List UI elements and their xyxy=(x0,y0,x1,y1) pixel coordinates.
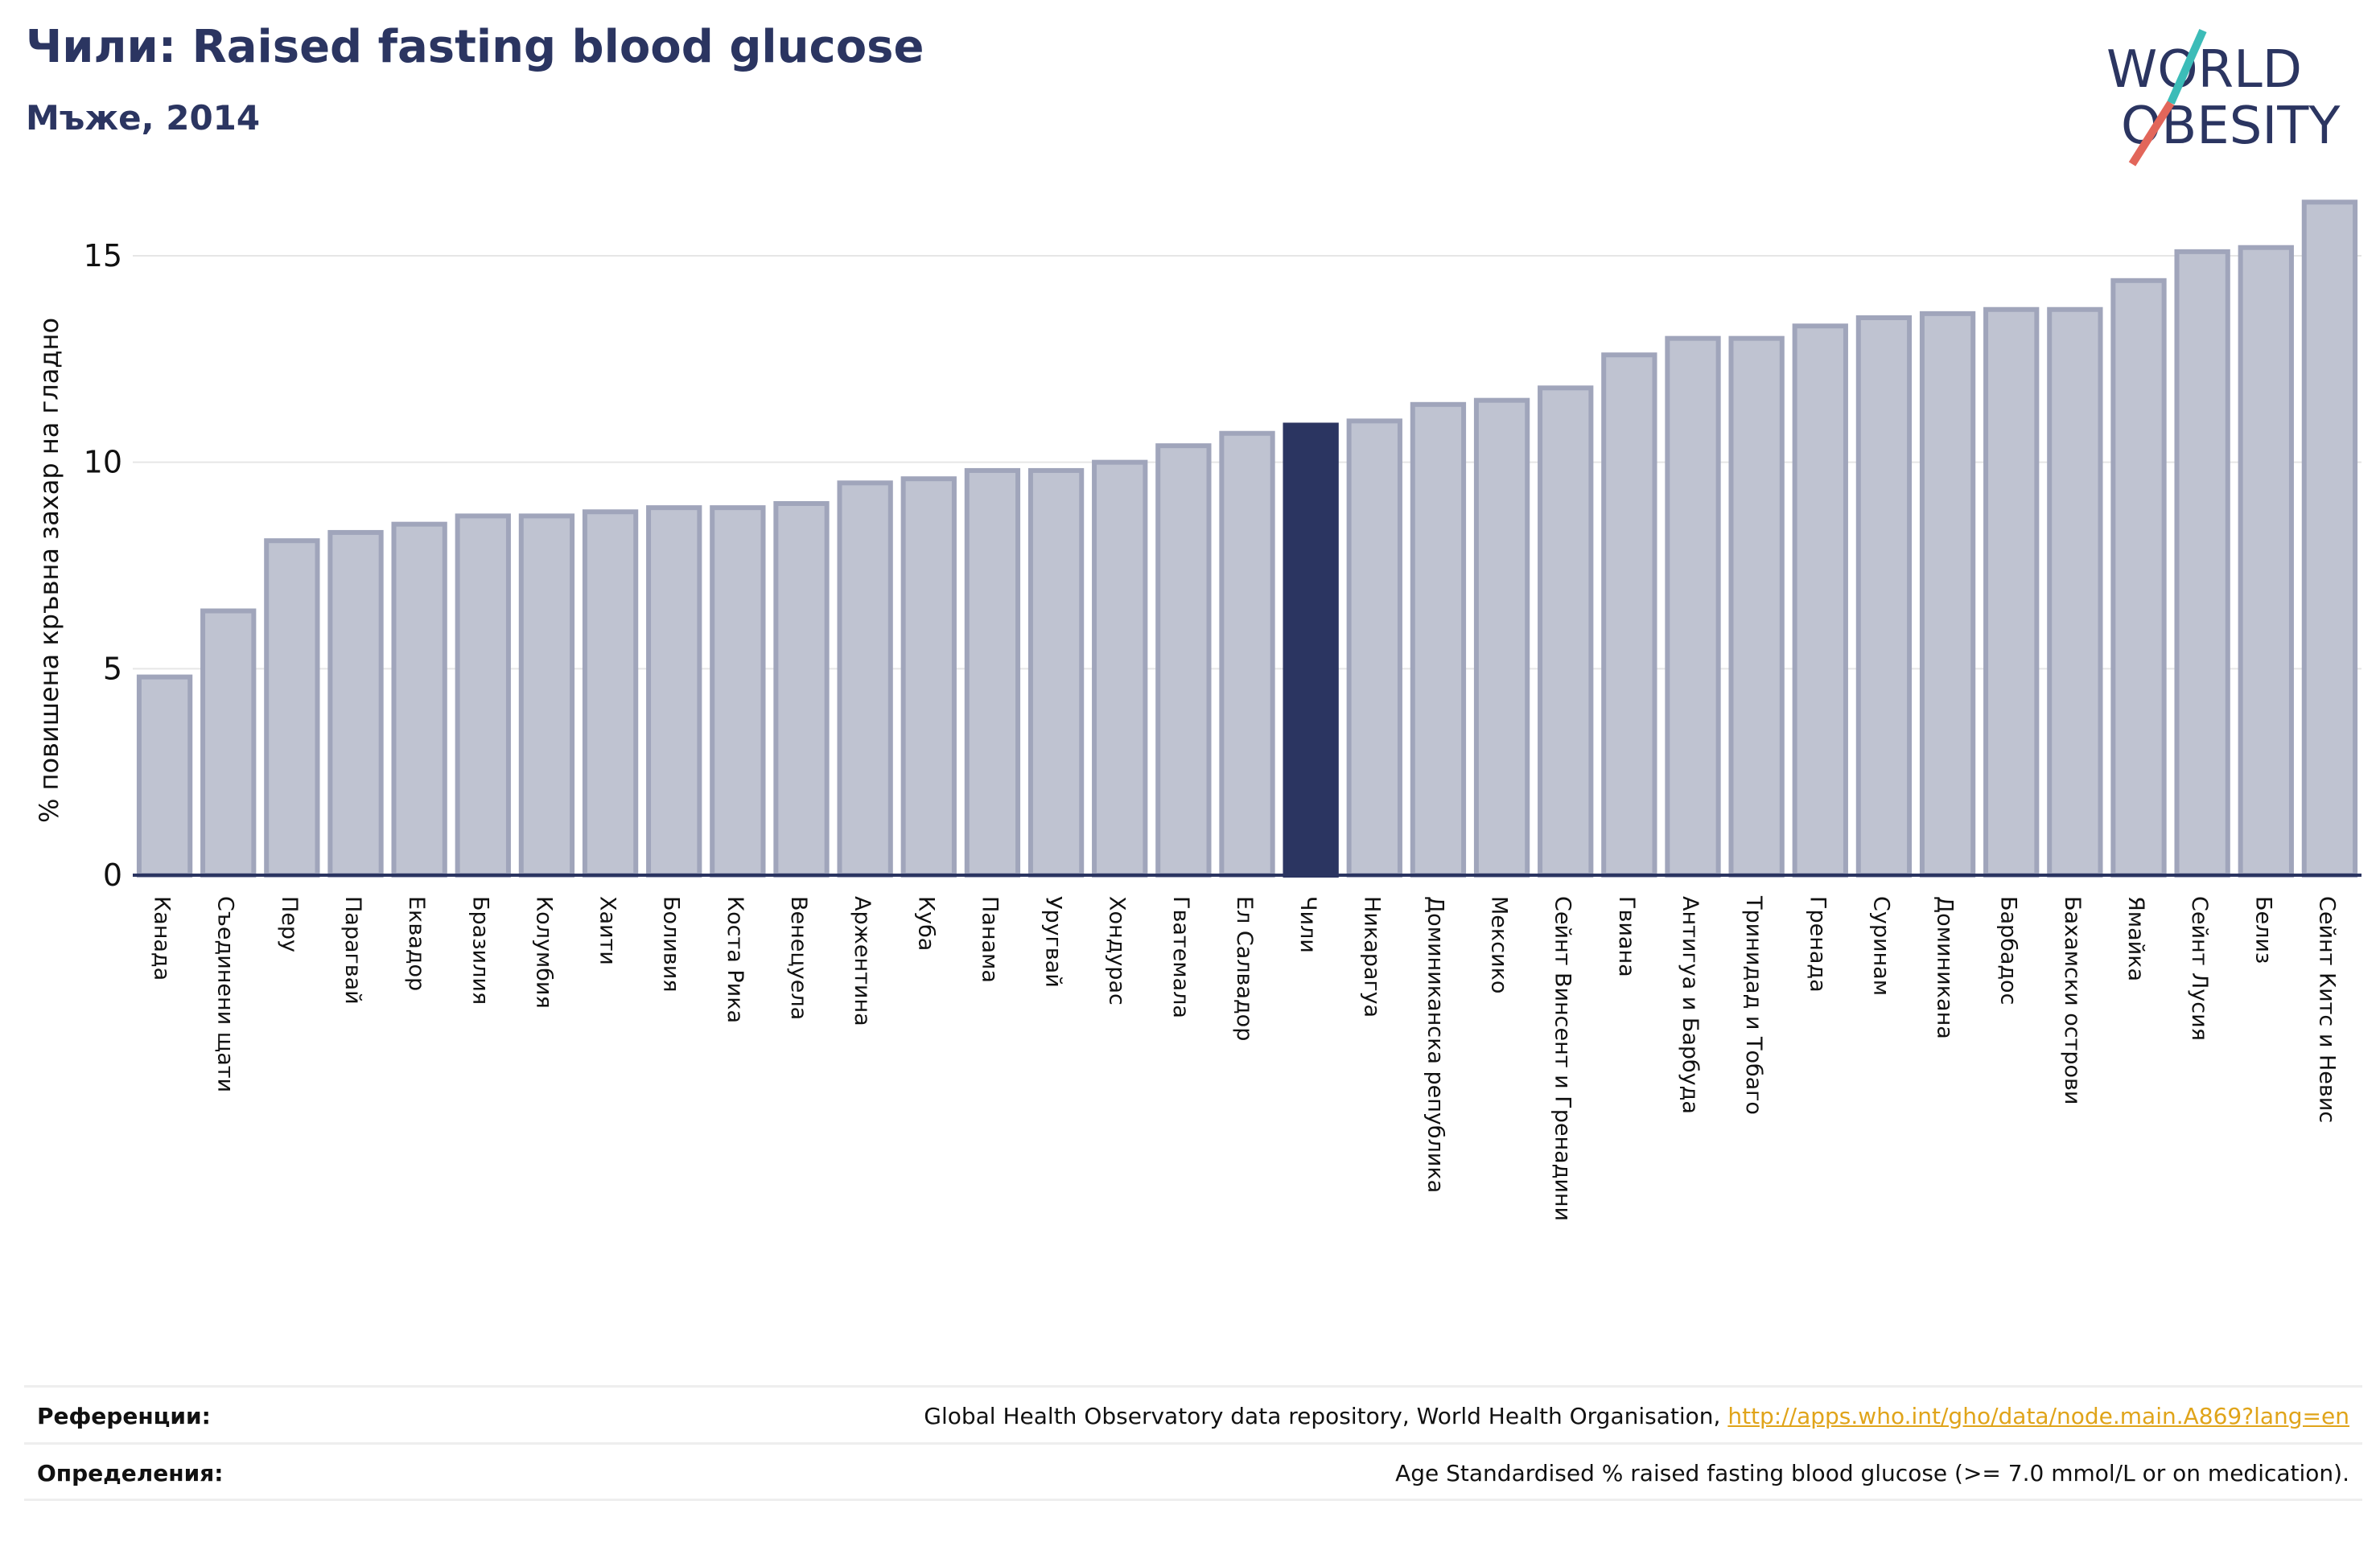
bar xyxy=(2110,278,2167,878)
x-tick-label: Гвиана xyxy=(1614,896,1639,977)
x-tick-label: Венецуела xyxy=(786,896,811,1020)
y-axis-label: % повишена кръвна захар на гладно xyxy=(34,318,64,823)
x-tick-label: Доминиканска република xyxy=(1423,896,1447,1193)
x-tick-label: Тринидад и Тобаго xyxy=(1741,895,1766,1115)
x-tick-label: Бахамски острови xyxy=(2060,896,2085,1104)
x-tick-label: Панама xyxy=(977,896,1002,983)
y-tick-label: 0 xyxy=(103,857,122,893)
x-tick-label: Ел Салвадор xyxy=(1232,896,1257,1041)
bar xyxy=(455,513,511,878)
bar xyxy=(900,476,957,878)
definitions-text: Age Standardised % raised fasting blood … xyxy=(1395,1459,2349,1486)
x-tick-label: Канада xyxy=(150,896,175,981)
references-text: Global Health Observatory data repositor… xyxy=(924,1402,1728,1429)
bar xyxy=(964,467,1021,878)
x-tick-label: Хондурас xyxy=(1105,896,1130,1005)
x-tick-label: Гренада xyxy=(1805,896,1830,993)
bar xyxy=(327,529,384,878)
bar xyxy=(1601,352,1657,878)
x-tick-label: Чили xyxy=(1295,896,1320,953)
bar xyxy=(1027,467,1085,878)
bar xyxy=(1410,401,1467,878)
references-label: Референции: xyxy=(37,1402,211,1429)
bar xyxy=(518,513,575,878)
references-row: Референции: Global Health Observatory da… xyxy=(24,1385,2362,1444)
bar xyxy=(2047,306,2103,878)
x-tick-label: Аржентина xyxy=(850,896,875,1026)
bar xyxy=(1155,443,1212,878)
bar xyxy=(1665,335,1721,878)
bars xyxy=(136,199,2358,878)
bar-chart: 0 5 10 15 Канада Съединени щати Перу Парагвай Е… xyxy=(34,199,2361,1221)
bar xyxy=(773,501,830,878)
x-tick-label: Сейнт Винсент и Гренадини xyxy=(1550,896,1575,1221)
bar xyxy=(1538,385,1594,878)
bar xyxy=(1792,323,1848,878)
bar xyxy=(1219,430,1275,878)
y-axis-ticks: 0 5 10 15 xyxy=(84,238,122,893)
bar xyxy=(200,608,257,878)
references-link[interactable]: http://apps.who.int/gho/data/node.main.A… xyxy=(1727,1402,2349,1429)
definitions-row: Определения: Age Standardised % raised f… xyxy=(24,1442,2362,1501)
bar xyxy=(1983,306,2040,878)
y-tick-label: 15 xyxy=(84,238,122,273)
bar-highlighted xyxy=(1283,422,1339,878)
y-tick-label: 10 xyxy=(84,445,122,480)
x-tick-label: Никарагуа xyxy=(1359,896,1384,1018)
chart-subtitle: Мъже, 2014 xyxy=(26,98,261,138)
x-tick-label: Сейнт Китс и Невис xyxy=(2314,896,2339,1123)
y-tick-label: 5 xyxy=(103,651,122,686)
x-tick-label: Хаити xyxy=(595,896,620,965)
bar xyxy=(1092,459,1148,878)
x-tick-label: Коста Рика xyxy=(723,896,747,1023)
bar xyxy=(1919,310,1976,878)
x-tick-label: Уругвай xyxy=(1041,896,1066,988)
bar xyxy=(1346,418,1402,878)
references-value: Global Health Observatory data repositor… xyxy=(924,1403,2362,1429)
bar xyxy=(391,521,447,878)
bar xyxy=(582,509,639,878)
bar xyxy=(2238,245,2294,878)
bar xyxy=(646,505,702,878)
bar xyxy=(1473,397,1530,878)
x-tick-label: Еквадор xyxy=(404,896,429,991)
x-tick-label: Бразилия xyxy=(467,896,492,1005)
footer-divider xyxy=(24,1499,2362,1501)
definitions-label: Определения: xyxy=(37,1459,224,1486)
chart-title: Чили: Raised fasting blood glucose xyxy=(26,21,924,73)
world-obesity-logo: WORLD OBESITY xyxy=(2106,28,2341,167)
x-tick-label: Съединени щати xyxy=(213,896,238,1092)
x-tick-label: Колумбия xyxy=(531,896,556,1009)
x-axis-labels: Канада Съединени щати Перу Парагвай Еквадор Б… xyxy=(150,895,2340,1221)
x-tick-label: Парагвай xyxy=(340,896,365,1005)
x-tick-label: Ямайка xyxy=(2123,896,2148,981)
bar xyxy=(1728,335,1785,878)
logo-line1: WORLD xyxy=(2106,40,2302,100)
x-tick-label: Боливия xyxy=(659,896,684,993)
x-tick-label: Антигуа и Барбуда xyxy=(1678,896,1703,1114)
x-tick-label: Доминикана xyxy=(1933,896,1958,1039)
bar xyxy=(136,674,193,878)
logo-slash-teal xyxy=(2167,28,2207,105)
x-tick-label: Сейнт Лусия xyxy=(2187,896,2212,1041)
bar xyxy=(2174,249,2230,878)
bar xyxy=(710,505,766,878)
bar xyxy=(1855,315,1913,878)
logo-slash-red xyxy=(2128,101,2175,167)
x-tick-label: Белиз xyxy=(2250,896,2275,964)
x-tick-label: Барбадос xyxy=(1996,896,2021,1005)
bar xyxy=(2301,199,2358,878)
x-tick-label: Куба xyxy=(913,896,938,951)
x-tick-label: Гватемала xyxy=(1168,896,1193,1018)
x-tick-label: Мексико xyxy=(1487,896,1512,993)
x-tick-label: Суринам xyxy=(1868,896,1893,996)
x-tick-label: Перу xyxy=(277,896,302,952)
bar xyxy=(264,538,320,878)
bar xyxy=(837,480,893,878)
